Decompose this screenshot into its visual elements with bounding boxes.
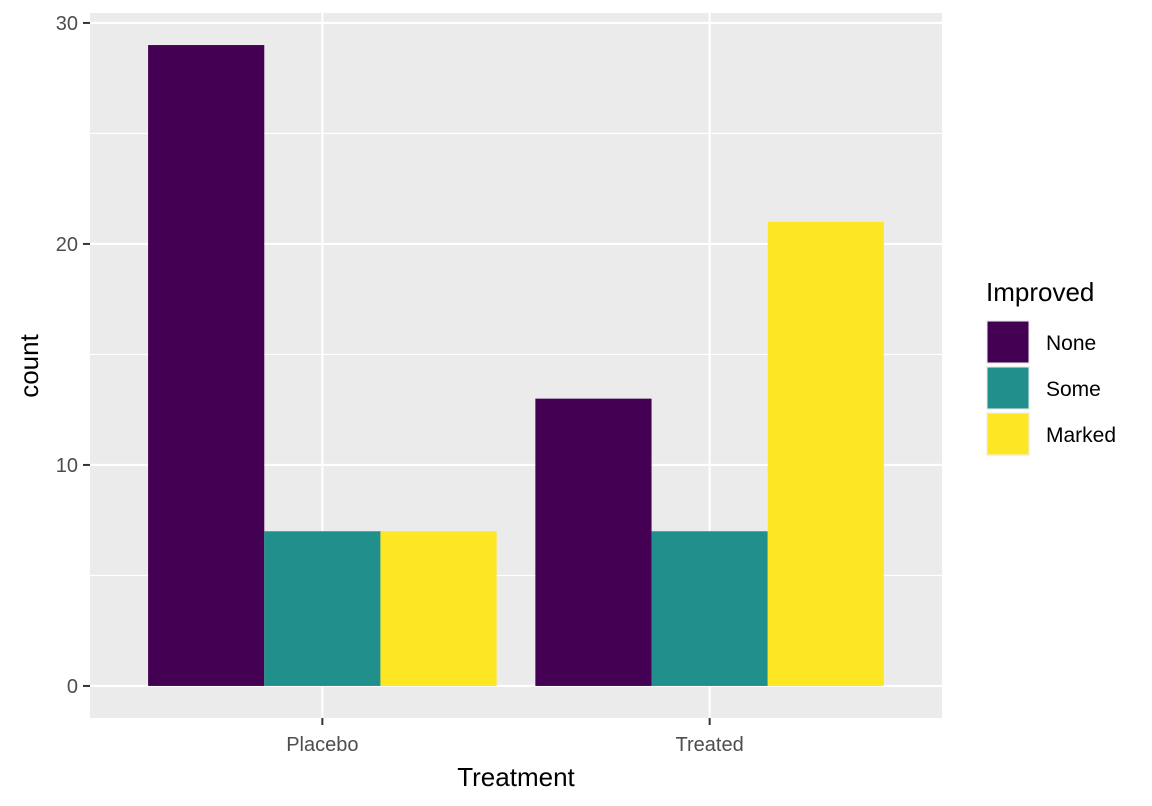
bar-treated-none <box>535 398 652 686</box>
legend-key-marked <box>987 413 1029 455</box>
legend-label-some: Some <box>1046 378 1101 401</box>
bar-treated-marked <box>767 221 884 686</box>
x-axis: Placebo Treated <box>286 718 744 756</box>
y-tick-label: 30 <box>56 13 78 35</box>
bar-placebo-some <box>264 531 381 686</box>
y-tick-label: 10 <box>56 455 78 477</box>
bar-placebo-marked <box>380 531 497 686</box>
bars <box>148 45 884 686</box>
legend: Improved None Some Marked <box>986 277 1116 456</box>
legend-title: Improved <box>986 277 1094 307</box>
y-axis-title: count <box>14 333 44 397</box>
bar-treated-some <box>651 531 768 686</box>
legend-key-none <box>987 321 1029 363</box>
legend-key-some <box>987 367 1029 409</box>
y-tick-label: 20 <box>56 234 78 256</box>
legend-label-none: None <box>1046 332 1096 355</box>
x-tick-label: Treated <box>676 734 744 756</box>
x-tick-label: Placebo <box>286 734 358 756</box>
legend-label-marked: Marked <box>1046 424 1116 447</box>
bar-placebo-none <box>148 45 265 686</box>
x-axis-title: Treatment <box>457 762 575 792</box>
y-axis: 0 10 20 30 <box>56 13 90 698</box>
y-tick-label: 0 <box>67 676 78 698</box>
